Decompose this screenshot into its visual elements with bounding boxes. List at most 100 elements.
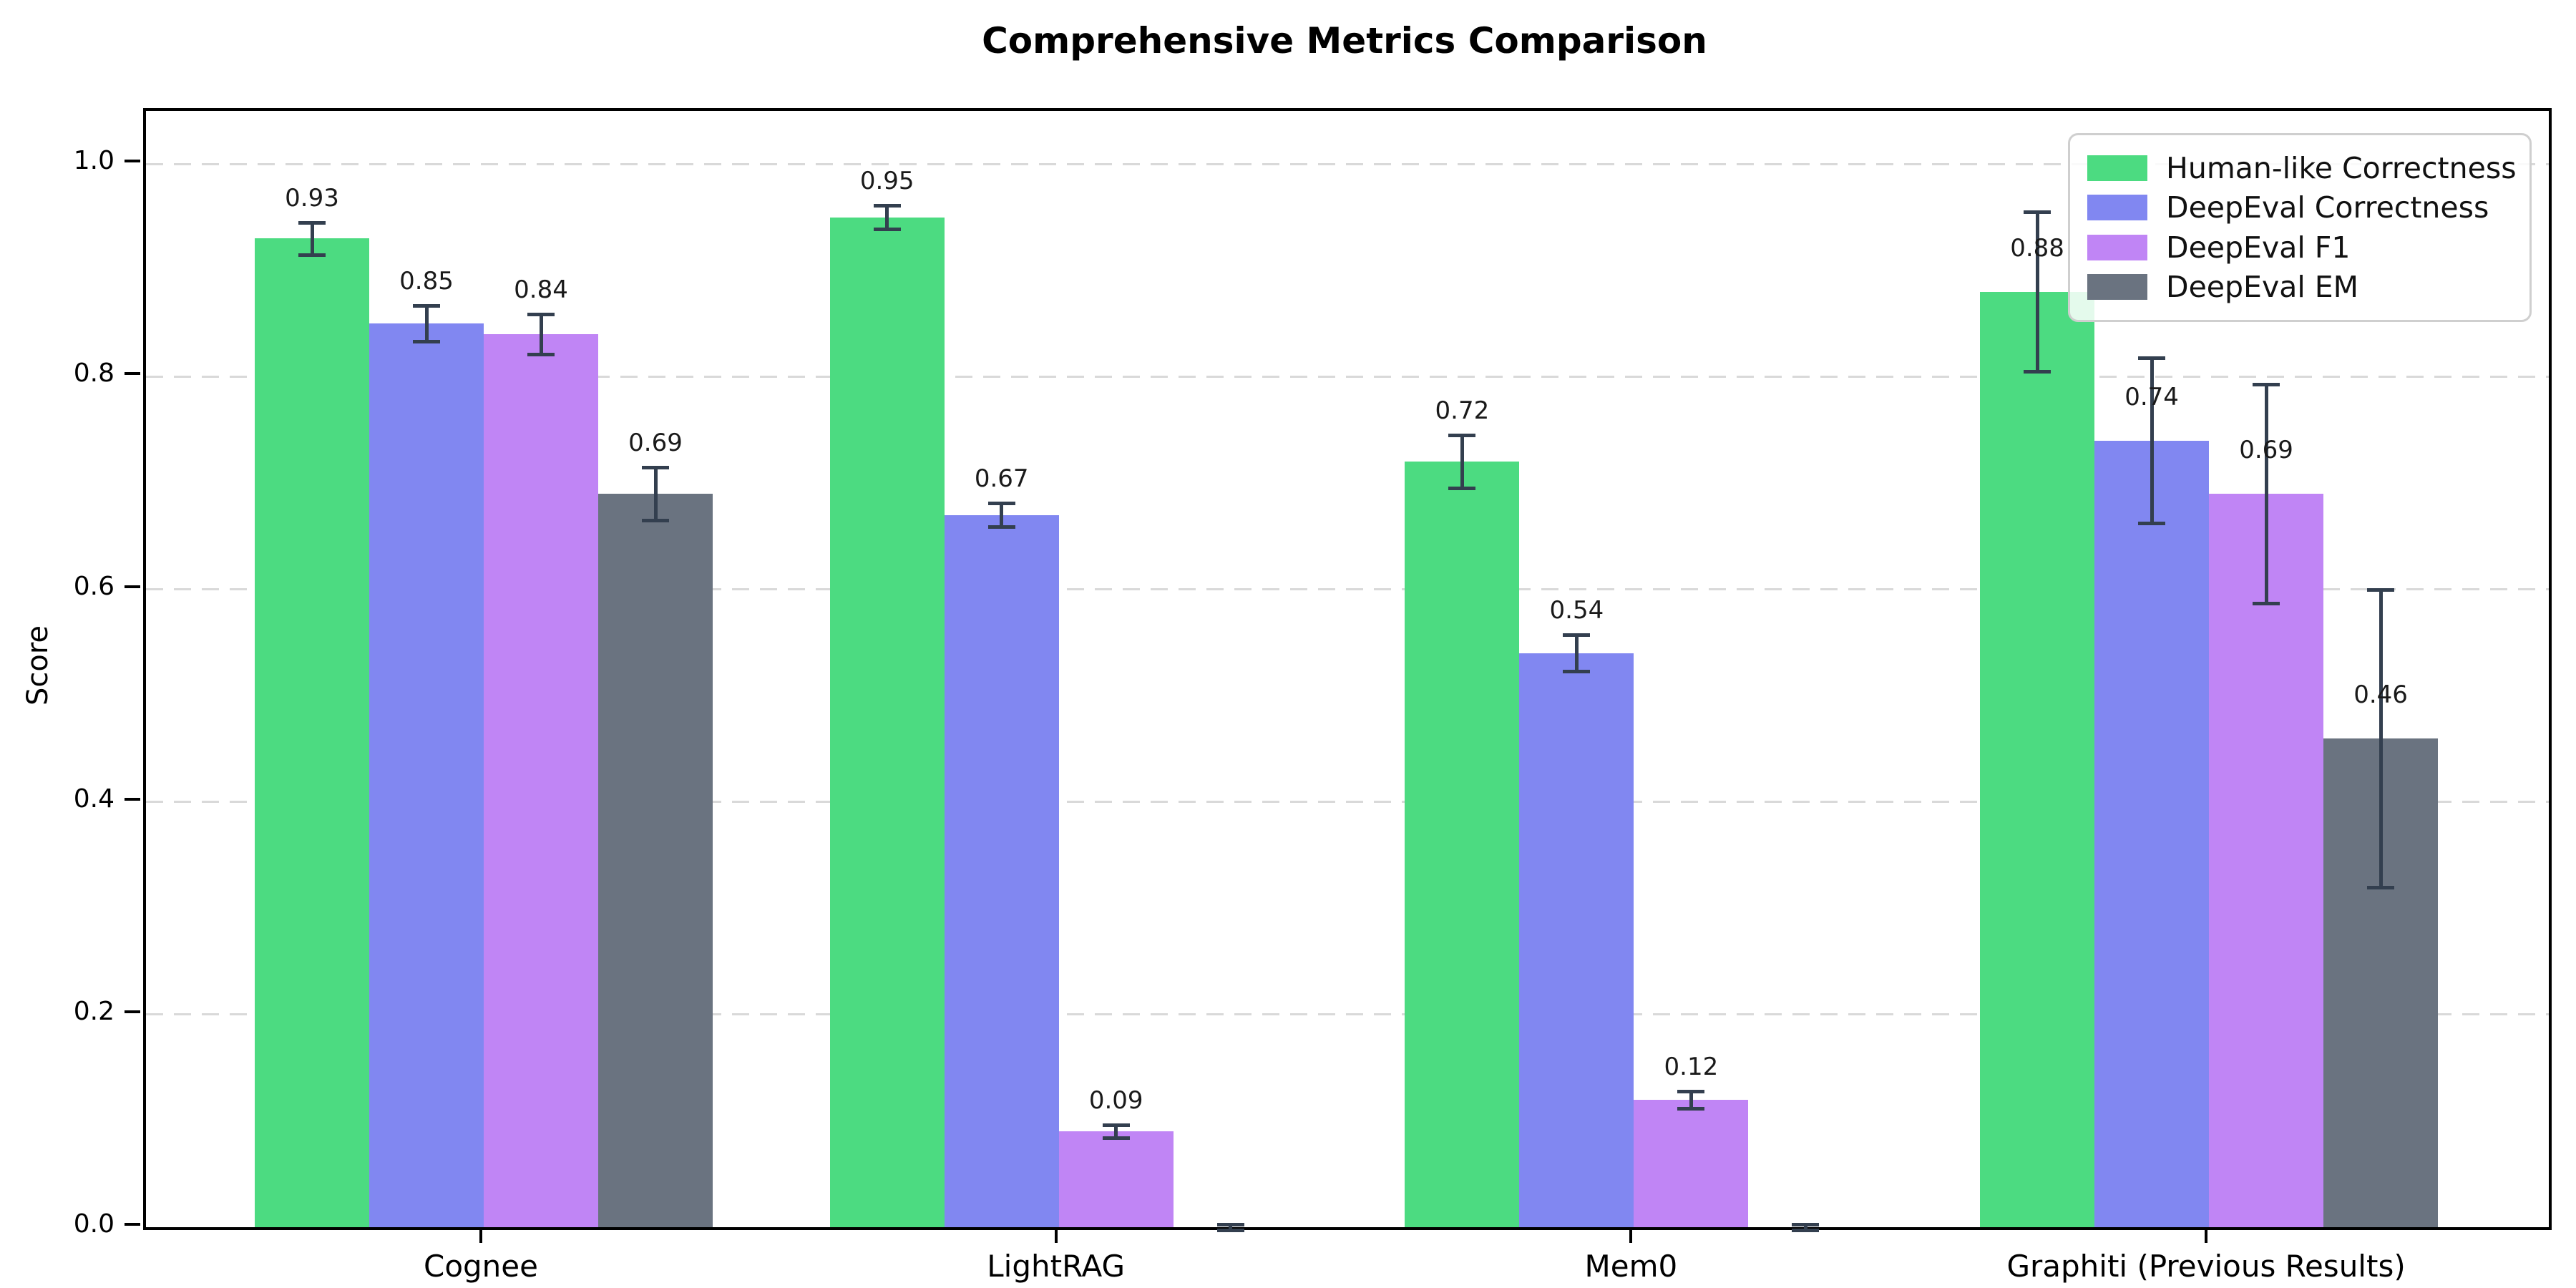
bar-value-label: 0.95: [859, 167, 914, 196]
bar-value-label: 0.69: [2239, 435, 2293, 464]
x-tick: [1054, 1227, 1058, 1243]
error-bar-line: [885, 205, 889, 229]
y-tick: [125, 160, 140, 163]
bar: [2209, 493, 2324, 1227]
error-bar-line: [2035, 212, 2039, 371]
legend-label: Human-like Correctness: [2166, 151, 2517, 185]
error-bar-cap: [1102, 1136, 1130, 1141]
error-bar-cap: [2367, 587, 2395, 592]
error-bar-cap: [1563, 669, 1591, 673]
error-bar-cap: [527, 353, 555, 357]
error-bar-line: [653, 467, 658, 520]
legend-item: DeepEval EM: [2087, 268, 2512, 306]
error-bar-cap: [873, 227, 901, 231]
error-bar-cap: [1792, 1222, 1820, 1226]
x-tick-label: Cognee: [424, 1249, 538, 1284]
error-bar-line: [1460, 435, 1464, 489]
bar: [1980, 291, 2095, 1227]
bar: [2094, 440, 2210, 1227]
legend-label: DeepEval EM: [2166, 269, 2359, 304]
bar: [484, 334, 598, 1227]
bar-value-label: 0.67: [974, 464, 1029, 494]
error-bar-cap: [2024, 210, 2051, 215]
error-bar-cap: [873, 204, 901, 208]
gridline: [146, 375, 2549, 378]
bar-value-label: 0.74: [2124, 382, 2179, 411]
y-tick: [125, 372, 140, 376]
error-bar-cap: [2253, 382, 2280, 386]
bar-value-label: 0.88: [2010, 233, 2064, 263]
y-tick-label: 0.6: [73, 571, 114, 601]
bar-value-label: 0.12: [1664, 1052, 1719, 1081]
error-bar-cap: [413, 303, 440, 308]
error-bar-line: [2264, 384, 2268, 603]
error-bar-line: [1803, 1224, 1807, 1231]
error-bar-cap: [987, 502, 1015, 506]
error-bar-line: [310, 223, 314, 255]
error-bar-line: [2150, 357, 2154, 524]
error-bar-cap: [1216, 1229, 1244, 1233]
x-tick: [1629, 1227, 1633, 1243]
y-tick-label: 0.2: [73, 996, 114, 1026]
error-bar-cap: [1216, 1222, 1244, 1226]
error-bar-line: [1229, 1224, 1233, 1231]
bar: [369, 323, 484, 1227]
y-tick-label: 1.0: [73, 146, 114, 176]
x-tick-label: LightRAG: [987, 1249, 1126, 1284]
error-bar-line: [2379, 589, 2383, 887]
bar-value-label: 0.09: [1088, 1086, 1143, 1116]
error-bar-line: [539, 313, 543, 355]
error-bar-line: [424, 305, 429, 342]
error-bar-cap: [2024, 370, 2051, 374]
y-tick: [125, 797, 140, 801]
x-tick: [479, 1227, 482, 1243]
error-bar-line: [1689, 1091, 1693, 1108]
error-bar-cap: [1677, 1089, 1705, 1093]
bar: [1519, 653, 1634, 1227]
y-tick: [125, 585, 140, 588]
bar-value-label: 0.54: [1549, 596, 1604, 625]
error-bar-cap: [298, 221, 326, 225]
legend-swatch: [2087, 273, 2147, 300]
error-bar-cap: [642, 465, 669, 469]
legend-swatch: [2087, 234, 2147, 260]
error-bar-line: [1574, 635, 1579, 671]
legend-label: DeepEval F1: [2166, 230, 2351, 265]
error-bar-cap: [642, 519, 669, 522]
y-tick-label: 0.8: [73, 358, 114, 389]
error-bar-cap: [1448, 434, 1476, 438]
bar-value-label: 0.93: [285, 184, 339, 213]
gridline: [146, 162, 2549, 165]
bar: [255, 238, 369, 1227]
legend: Human-like Correctness DeepEval Correctne…: [2068, 133, 2532, 322]
bar: [1058, 1131, 1174, 1227]
bar: [829, 217, 945, 1227]
legend-item: DeepEval F1: [2087, 229, 2512, 266]
gridline: [146, 801, 2549, 804]
bar-value-label: 0.69: [628, 428, 683, 457]
error-bar-cap: [2138, 522, 2166, 526]
error-bar-cap: [987, 525, 1015, 529]
x-tick-label: Mem0: [1584, 1249, 1678, 1284]
bar: [1634, 1099, 1749, 1227]
error-bar-cap: [1102, 1123, 1130, 1128]
bar-value-label: 0.72: [1435, 396, 1490, 426]
bar: [944, 514, 1059, 1227]
y-tick: [125, 1010, 140, 1013]
bar-value-label: 0.85: [399, 266, 454, 296]
chart-title: Comprehensive Metrics Comparison: [982, 20, 1707, 62]
legend-swatch: [2087, 155, 2147, 181]
error-bar-cap: [413, 340, 440, 344]
x-tick: [2205, 1227, 2208, 1243]
y-tick: [125, 1223, 140, 1226]
legend-item: Human-like Correctness: [2087, 150, 2517, 187]
y-axis-label: Score: [21, 625, 54, 706]
y-tick-label: 0.4: [73, 784, 114, 814]
error-bar-cap: [1448, 487, 1476, 491]
bar-value-label: 0.46: [2353, 680, 2408, 709]
bar: [598, 493, 713, 1227]
error-bar-cap: [298, 253, 326, 257]
error-bar-cap: [2367, 885, 2395, 889]
legend-swatch: [2087, 195, 2147, 221]
